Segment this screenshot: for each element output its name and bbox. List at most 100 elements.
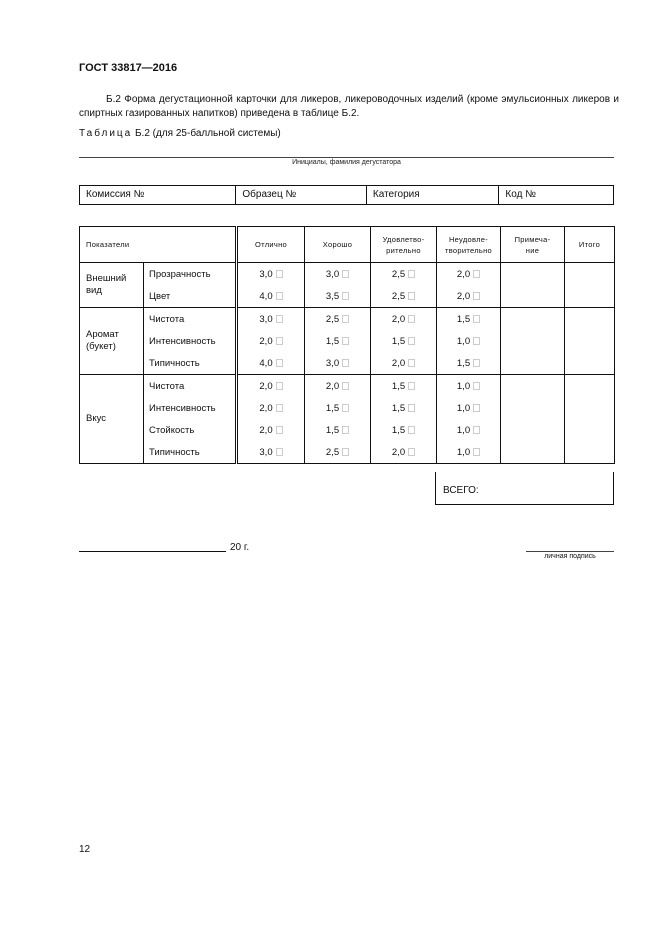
score-cell[interactable]: 2,5 xyxy=(370,285,437,308)
checkbox-icon[interactable] xyxy=(473,447,481,456)
score-cell[interactable]: 3,0 xyxy=(236,262,305,285)
checkbox-icon[interactable] xyxy=(473,381,481,390)
table-row: Типичность 4,0 3,0 2,0 1,5 xyxy=(80,352,615,375)
note-cell[interactable] xyxy=(500,307,565,330)
total-score-cell[interactable] xyxy=(564,352,615,375)
score-cell[interactable]: 2,0 xyxy=(236,330,305,352)
score-cell[interactable]: 1,5 xyxy=(304,330,371,352)
total-score-cell[interactable] xyxy=(564,262,615,285)
note-cell[interactable] xyxy=(500,285,565,308)
score-cell[interactable]: 2,0 xyxy=(370,307,437,330)
score-cell[interactable]: 2,0 xyxy=(236,419,305,441)
note-cell[interactable] xyxy=(500,441,565,464)
score-cell[interactable]: 3,0 xyxy=(304,262,371,285)
total-score-cell[interactable] xyxy=(564,419,615,441)
score-cell[interactable]: 2,0 xyxy=(370,352,437,375)
checkbox-icon[interactable] xyxy=(342,336,350,345)
checkbox-icon[interactable] xyxy=(473,425,481,434)
checkbox-icon[interactable] xyxy=(275,425,283,434)
checkbox-icon[interactable] xyxy=(342,381,350,390)
score-cell[interactable]: 1,0 xyxy=(436,330,501,352)
table-row: Внешний вид Прозрачность 3,0 3,0 2,5 2,0 xyxy=(79,262,615,308)
checkbox-icon[interactable] xyxy=(275,269,283,278)
checkbox-icon[interactable] xyxy=(473,336,481,345)
checkbox-icon[interactable] xyxy=(473,403,481,412)
total-score-cell[interactable] xyxy=(564,285,615,308)
note-cell[interactable] xyxy=(500,374,565,397)
checkbox-icon[interactable] xyxy=(408,358,416,367)
checkbox-icon[interactable] xyxy=(342,269,350,278)
checkbox-icon[interactable] xyxy=(342,314,350,323)
score-cell[interactable]: 4,0 xyxy=(236,352,305,375)
score-cell[interactable]: 1,5 xyxy=(370,397,437,419)
checkbox-icon[interactable] xyxy=(408,381,416,390)
checkbox-icon[interactable] xyxy=(473,291,481,300)
checkbox-icon[interactable] xyxy=(408,447,416,456)
total-score-cell[interactable] xyxy=(564,307,615,330)
score-cell[interactable]: 2,5 xyxy=(304,307,371,330)
checkbox-icon[interactable] xyxy=(342,447,350,456)
checkbox-icon[interactable] xyxy=(408,425,416,434)
checkbox-icon[interactable] xyxy=(275,314,283,323)
score-value: 1,5 xyxy=(391,380,406,392)
checkbox-icon[interactable] xyxy=(275,291,283,300)
checkbox-icon[interactable] xyxy=(342,291,350,300)
checkbox-icon[interactable] xyxy=(342,403,350,412)
checkbox-icon[interactable] xyxy=(473,358,481,367)
score-cell[interactable]: 2,5 xyxy=(370,262,437,285)
checkbox-icon[interactable] xyxy=(408,314,416,323)
score-cell[interactable]: 1,5 xyxy=(370,330,437,352)
note-cell[interactable] xyxy=(500,397,565,419)
note-cell[interactable] xyxy=(500,330,565,352)
score-cell[interactable]: 1,5 xyxy=(436,307,501,330)
total-score-cell[interactable] xyxy=(564,397,615,419)
score-cell[interactable]: 1,0 xyxy=(436,441,501,464)
score-cell[interactable]: 3,0 xyxy=(304,352,371,375)
score-cell[interactable]: 2,0 xyxy=(304,374,371,397)
score-cell[interactable]: 3,0 xyxy=(236,441,305,464)
score-cell[interactable]: 1,0 xyxy=(436,374,501,397)
score-cell[interactable]: 2,0 xyxy=(236,397,305,419)
score-cell[interactable]: 1,5 xyxy=(370,419,437,441)
checkbox-icon[interactable] xyxy=(408,291,416,300)
score-cell[interactable]: 2,5 xyxy=(304,441,371,464)
score-cell[interactable]: 4,0 xyxy=(236,285,305,308)
checkbox-icon[interactable] xyxy=(342,425,350,434)
score-cell[interactable]: 2,0 xyxy=(370,441,437,464)
header-cell: Примеча-ние xyxy=(500,226,565,263)
date-line xyxy=(79,551,226,552)
score-value: 2,0 xyxy=(391,357,406,369)
note-cell[interactable] xyxy=(500,419,565,441)
indicator-name: Интенсивность xyxy=(143,397,238,419)
checkbox-icon[interactable] xyxy=(275,403,283,412)
note-cell[interactable] xyxy=(500,262,565,285)
score-cell[interactable]: 1,5 xyxy=(436,352,501,375)
score-cell[interactable]: 1,0 xyxy=(436,397,501,419)
checkbox-icon[interactable] xyxy=(275,381,283,390)
checkbox-icon[interactable] xyxy=(473,269,481,278)
score-cell[interactable]: 1,5 xyxy=(304,419,371,441)
score-cell[interactable]: 3,5 xyxy=(304,285,371,308)
checkbox-icon[interactable] xyxy=(473,314,481,323)
score-cell[interactable]: 1,5 xyxy=(304,397,371,419)
score-cell[interactable]: 2,0 xyxy=(436,262,501,285)
checkbox-icon[interactable] xyxy=(275,336,283,345)
score-cell[interactable]: 1,5 xyxy=(370,374,437,397)
indicator-name: Чистота xyxy=(143,374,238,397)
checkbox-icon[interactable] xyxy=(342,358,350,367)
standard-number: ГОСТ 33817—2016 xyxy=(79,62,178,74)
taster-name-line xyxy=(79,157,614,158)
total-score-cell[interactable] xyxy=(564,330,615,352)
checkbox-icon[interactable] xyxy=(408,269,416,278)
checkbox-icon[interactable] xyxy=(408,403,416,412)
total-score-cell[interactable] xyxy=(564,374,615,397)
score-cell[interactable]: 2,0 xyxy=(236,374,305,397)
checkbox-icon[interactable] xyxy=(275,447,283,456)
checkbox-icon[interactable] xyxy=(408,336,416,345)
score-cell[interactable]: 2,0 xyxy=(436,285,501,308)
score-cell[interactable]: 1,0 xyxy=(436,419,501,441)
total-score-cell[interactable] xyxy=(564,441,615,464)
checkbox-icon[interactable] xyxy=(275,358,283,367)
score-cell[interactable]: 3,0 xyxy=(236,307,305,330)
note-cell[interactable] xyxy=(500,352,565,375)
